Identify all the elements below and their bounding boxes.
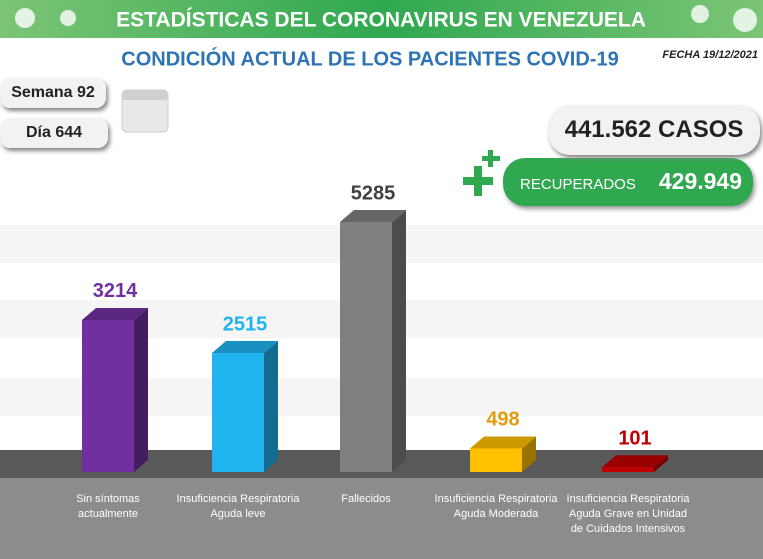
banner — [0, 0, 763, 38]
bar-top — [82, 307, 148, 320]
category-label: Sin síntomas actualmente — [76, 493, 140, 520]
category-label: Insuficiencia Respiratoria Aguda Grave e… — [566, 493, 690, 535]
bar-side — [522, 436, 536, 472]
plus-icons — [463, 150, 500, 196]
bar-side — [392, 210, 406, 472]
value-label: 101 — [618, 428, 651, 450]
day: Día 644 — [0, 118, 108, 148]
title: ESTADÍSTICAS DEL CORONAVIRUS EN VENEZUEL… — [116, 9, 646, 32]
subtitle: CONDICIÓN ACTUAL DE LOS PACIENTES COVID-… — [121, 46, 618, 70]
value-label: 2515 — [223, 313, 268, 335]
value-label: 498 — [486, 409, 519, 431]
value-label: 5285 — [351, 182, 396, 204]
bar-front — [602, 467, 654, 472]
bar-top — [340, 210, 406, 222]
bar-side — [134, 307, 148, 472]
cases: 441.562 CASOS — [548, 105, 760, 155]
label-band — [0, 478, 763, 559]
bar-front — [340, 222, 392, 472]
calendar-icon — [121, 89, 169, 133]
bar-front — [212, 353, 264, 472]
category-label: Insuficiencia Respiratoria Aguda leve — [176, 493, 300, 520]
bar-side — [264, 341, 278, 472]
date: FECHA 19/12/2021 — [662, 49, 758, 61]
category-label: Fallecidos — [341, 493, 391, 505]
bar-side — [654, 455, 668, 472]
recovered-value: 429.949 — [659, 168, 742, 194]
bar-top — [212, 341, 278, 354]
bar-front — [82, 319, 134, 472]
bar-top — [602, 455, 668, 468]
virus-icons — [15, 5, 757, 32]
value-label: 3214 — [93, 280, 138, 302]
bar — [470, 436, 536, 472]
bar — [340, 210, 406, 472]
bar — [602, 455, 668, 472]
recovered-box — [503, 158, 753, 206]
category-label: Insuficiencia Respiratoria Aguda Moderad… — [434, 493, 558, 520]
week: Semana 92 — [0, 78, 106, 108]
recovered-label: RECUPERADOS — [520, 176, 636, 193]
bar — [212, 341, 278, 472]
bar-front — [470, 448, 522, 472]
bar — [82, 307, 148, 472]
bar-top — [470, 436, 536, 449]
